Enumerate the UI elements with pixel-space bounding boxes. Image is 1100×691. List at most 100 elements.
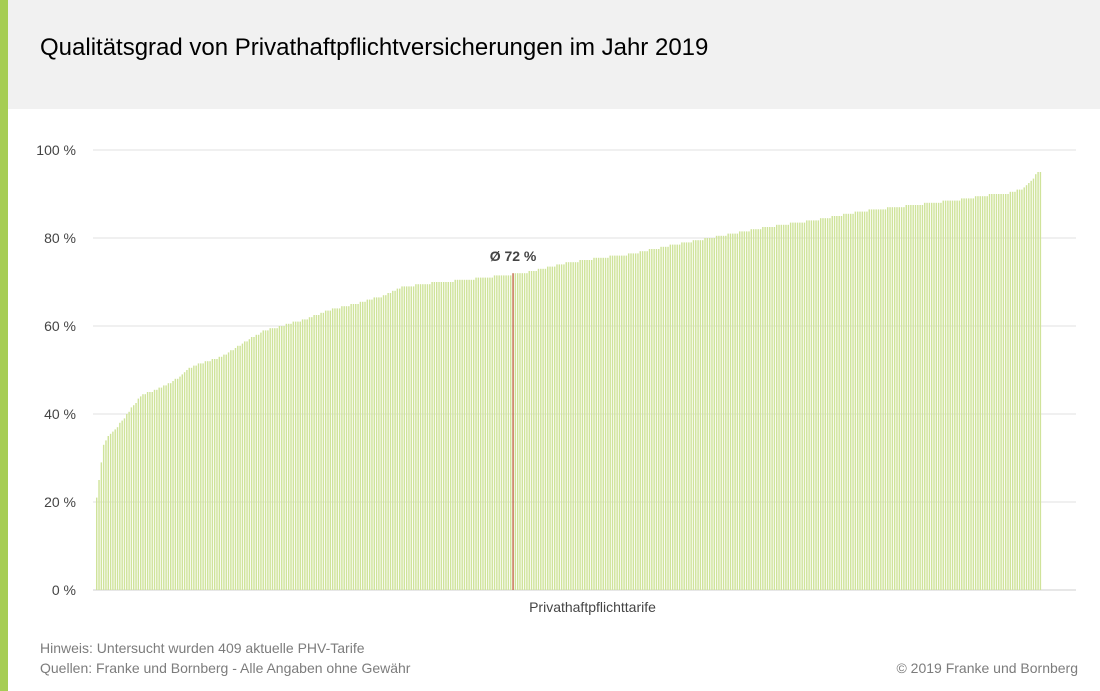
bar (463, 279, 466, 590)
bar (496, 275, 498, 590)
bar (320, 312, 322, 590)
bar (563, 264, 565, 590)
bar (452, 282, 454, 590)
bar (979, 196, 981, 590)
bar (479, 277, 482, 590)
bar (667, 246, 669, 591)
bar (442, 282, 445, 590)
bar (880, 209, 882, 590)
bar (898, 207, 901, 590)
bar (803, 222, 806, 590)
bar (1030, 180, 1032, 591)
bar (824, 218, 827, 590)
bar (380, 297, 382, 590)
bar (681, 242, 683, 590)
bar (662, 246, 665, 591)
bar (597, 257, 600, 590)
bar (692, 240, 695, 590)
bar (433, 282, 436, 590)
bar (139, 396, 142, 590)
bar (197, 363, 200, 590)
bar (422, 284, 424, 590)
bar (794, 222, 796, 590)
bar (355, 304, 357, 590)
y-tick-label: 40 % (44, 406, 76, 422)
bar (190, 367, 193, 590)
bar (410, 286, 412, 590)
bar (116, 427, 119, 590)
bar (341, 306, 343, 590)
bar (211, 359, 214, 590)
bar (759, 229, 762, 590)
bar (456, 279, 459, 590)
bar (870, 209, 873, 590)
bar (840, 216, 843, 590)
bar (304, 319, 306, 590)
bar (611, 255, 614, 590)
bar (237, 345, 239, 590)
bar (98, 480, 100, 590)
bar (121, 420, 123, 590)
bar (505, 275, 507, 590)
bar (336, 308, 338, 590)
bar (399, 288, 401, 590)
bar (405, 286, 408, 590)
bar (186, 370, 188, 590)
bar (984, 196, 986, 590)
bar (584, 260, 586, 590)
bar (944, 200, 947, 590)
bar (436, 282, 438, 590)
bar (826, 218, 829, 590)
bar (493, 275, 496, 590)
bar (260, 332, 262, 590)
bar (845, 213, 847, 591)
bar (220, 356, 223, 590)
bar (771, 227, 773, 590)
bar (195, 365, 197, 590)
bar (850, 213, 852, 591)
bar (815, 220, 817, 590)
bar (838, 216, 840, 590)
bar (521, 273, 524, 590)
bar (900, 207, 903, 590)
bar (193, 365, 195, 590)
bar (926, 202, 928, 591)
bar (271, 328, 274, 590)
bar (810, 220, 813, 590)
bar (223, 354, 225, 590)
bar (725, 235, 727, 591)
bar (782, 224, 785, 591)
bar (732, 233, 734, 590)
bar (893, 207, 896, 590)
bar (577, 262, 579, 590)
bar (813, 220, 815, 590)
bar (715, 235, 718, 591)
bar (676, 244, 678, 590)
bar (708, 238, 711, 590)
bar (734, 233, 736, 590)
bar (671, 244, 674, 590)
bar (156, 389, 158, 590)
bar (241, 343, 244, 590)
bar (1039, 172, 1042, 590)
bar (623, 255, 625, 590)
bar (847, 213, 850, 591)
y-tick-label: 0 % (52, 582, 76, 598)
bar (958, 200, 961, 590)
bar (297, 321, 299, 590)
bar (535, 271, 537, 590)
bar (461, 279, 463, 590)
bar (149, 392, 151, 590)
bar (1035, 174, 1037, 590)
bar (540, 268, 542, 590)
bar (558, 264, 561, 590)
bar (1014, 191, 1016, 591)
bar (852, 213, 854, 591)
bar (204, 361, 207, 590)
bar (711, 238, 713, 590)
bar (1002, 194, 1005, 590)
bar (1032, 178, 1035, 590)
bar (579, 260, 581, 590)
bar (873, 209, 875, 590)
bar (630, 253, 632, 590)
